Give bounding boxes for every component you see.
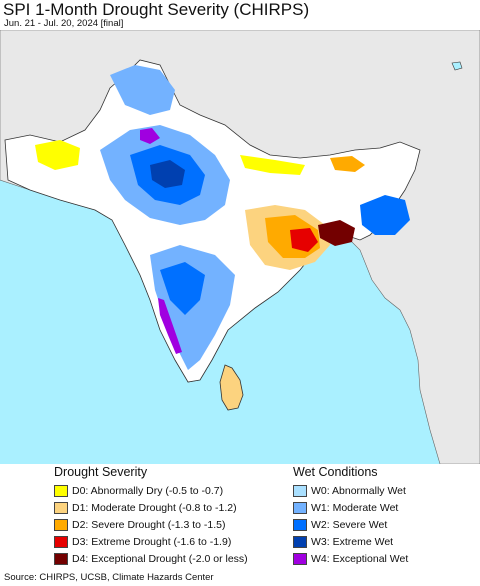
drought-region-bhutan (330, 156, 365, 172)
legend-item-d4: D4: Exceptional Drought (-2.0 or less) (54, 551, 248, 567)
legend-label-d0: D0: Abnormally Dry (-0.5 to -0.7) (72, 485, 224, 497)
drought-region-east-extreme (290, 228, 318, 252)
swatch-w4 (293, 553, 307, 565)
legend-item-d3: D3: Extreme Drought (-1.6 to -1.9) (54, 534, 231, 550)
dry-region-northwest (35, 140, 80, 170)
wet-region-extreme (150, 160, 185, 188)
swatch-w3 (293, 536, 307, 548)
swatch-d3 (54, 536, 68, 548)
drought-region-bangladesh (318, 220, 355, 246)
legend-item-w2: W2: Severe Wet (293, 517, 387, 533)
legend-label-d3: D3: Extreme Drought (-1.6 to -1.9) (72, 536, 232, 548)
swatch-d1 (54, 502, 68, 514)
swatch-w2 (293, 519, 307, 531)
legend-label-w3: W3: Extreme Wet (311, 536, 394, 548)
legend-item-w4: W4: Exceptional Wet (293, 551, 408, 567)
legend-label-w2: W2: Severe Wet (311, 519, 388, 531)
legend-item-d2: D2: Severe Drought (-1.3 to -1.5) (54, 517, 226, 533)
lake (451, 61, 463, 71)
legend-item-w1: W1: Moderate Wet (293, 500, 398, 516)
swatch-w0 (293, 485, 307, 497)
drought-legend-heading: Drought Severity (54, 465, 148, 479)
legend-label-w0: W0: Abnormally Wet (311, 485, 406, 497)
swatch-d2 (54, 519, 68, 531)
legend-label-w1: W1: Moderate Wet (311, 502, 399, 514)
source-credit: Source: CHIRPS, UCSB, Climate Hazards Ce… (4, 572, 214, 583)
swatch-d0 (54, 485, 68, 497)
legend-item-w3: W3: Extreme Wet (293, 534, 393, 550)
swatch-w1 (293, 502, 307, 514)
wet-legend-heading: Wet Conditions (293, 465, 378, 479)
map-title: SPI 1-Month Drought Severity (CHIRPS) (3, 0, 310, 19)
wet-region-himalaya (110, 65, 175, 115)
legend-item-d0: D0: Abnormally Dry (-0.5 to -0.7) (54, 483, 223, 499)
map-canvas (0, 30, 480, 464)
wet-region-kashmir (140, 128, 160, 144)
legend-label-d2: D2: Severe Drought (-1.3 to -1.5) (72, 519, 226, 531)
dry-region-nepal (240, 155, 305, 175)
sri-lanka (219, 364, 244, 411)
wet-region-northeast (360, 195, 410, 235)
map-subtitle: Jun. 21 - Jul. 20, 2024 [final] (4, 18, 124, 29)
legend-item-d1: D1: Moderate Drought (-0.8 to -1.2) (54, 500, 237, 516)
wet-region-west-coast (158, 298, 182, 354)
legend-label-d4: D4: Exceptional Drought (-2.0 or less) (72, 553, 248, 565)
legend-item-w0: W0: Abnormally Wet (293, 483, 406, 499)
legend-label-d1: D1: Moderate Drought (-0.8 to -1.2) (72, 502, 237, 514)
swatch-d4 (54, 553, 68, 565)
legend-label-w4: W4: Exceptional Wet (311, 553, 409, 565)
wet-region-south-core (160, 262, 205, 315)
drought-map (0, 30, 480, 464)
